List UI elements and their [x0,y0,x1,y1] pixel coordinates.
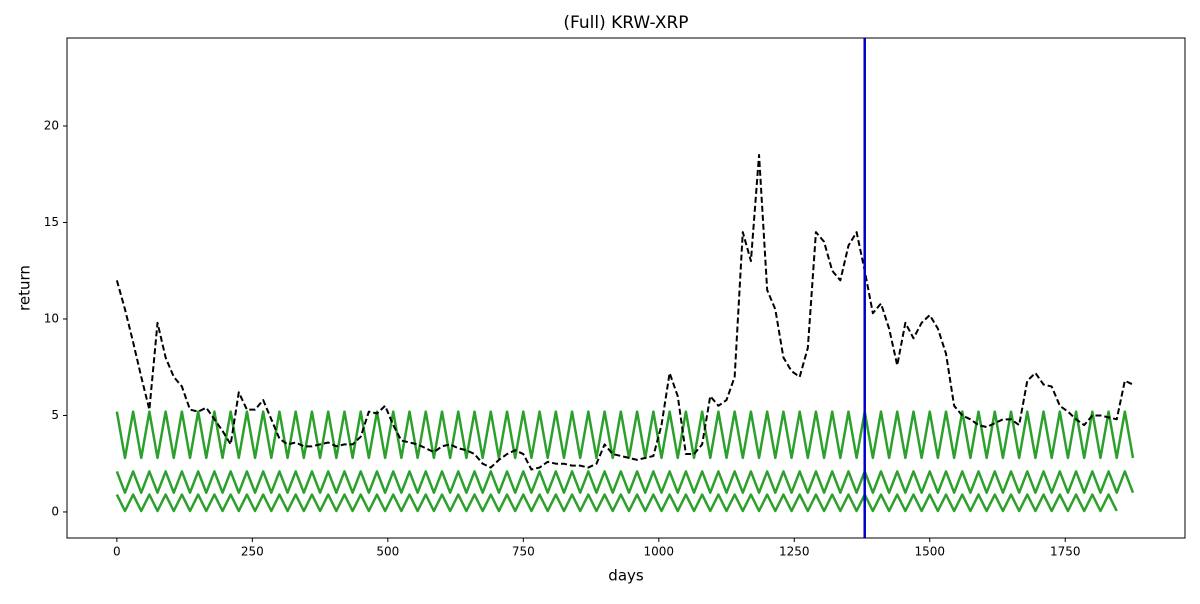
y-tick-label: 15 [44,215,59,229]
x-tick-label: 0 [113,545,121,559]
x-tick-label: 1500 [914,545,945,559]
series-line [115,410,1135,460]
series-line [115,493,1118,513]
y-tick-label: 20 [44,118,59,132]
x-tick-label: 1250 [779,545,810,559]
x-tick-label: 1000 [644,545,675,559]
x-tick-label: 750 [512,545,535,559]
x-tick-label: 250 [241,545,264,559]
x-tick-label: 1750 [1050,545,1081,559]
y-tick-label: 5 [51,408,59,422]
y-axis-label: return [16,265,34,311]
x-axis-label: days [608,567,644,585]
series-line [115,470,1135,494]
chart-title: (Full) KRW-XRP [563,13,688,33]
dashed-line [115,153,1134,471]
plot-area [115,38,1135,538]
y-tick-label: 10 [44,311,59,325]
x-tick-label: 500 [376,545,399,559]
y-tick-label: 0 [51,504,59,518]
axes-frame [66,37,1186,539]
